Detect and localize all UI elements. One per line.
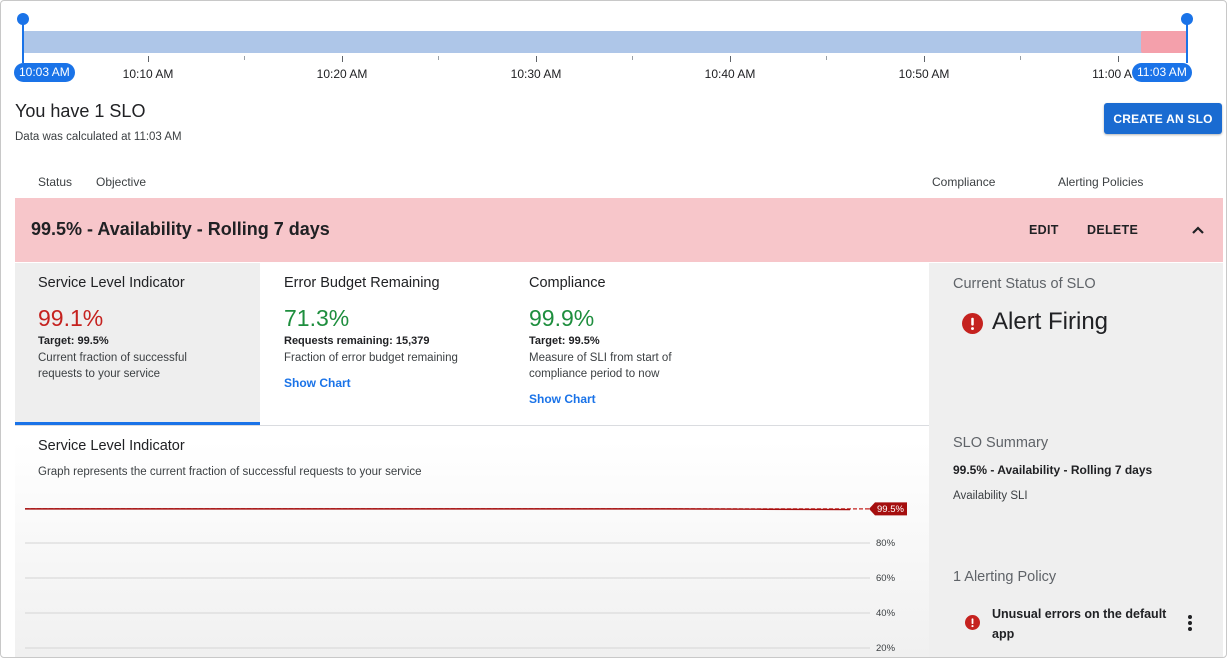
alerting-policy-link[interactable]: Unusual errors on the default app	[992, 607, 1167, 641]
timeline-tick	[826, 56, 827, 60]
column-header-status[interactable]: Status	[38, 175, 73, 189]
column-header-objective[interactable]: Objective	[96, 175, 147, 189]
policy-error-icon	[965, 615, 980, 630]
alerting-policy-title: 1 Alerting Policy	[953, 569, 1057, 585]
timeline-tick	[342, 56, 343, 62]
more-vert-icon[interactable]	[1185, 614, 1195, 632]
metric-title: Service Level Indicator	[38, 275, 185, 291]
y-tick-label: 20%	[876, 643, 896, 654]
metric-description: Current fraction of successful requests …	[38, 350, 248, 382]
sli-chart[interactable]: 99.5% 80% 60% 40% 20%	[15, 491, 915, 658]
metric-target: Target: 99.5%	[529, 335, 600, 347]
sli-series-line	[25, 508, 851, 511]
timeline-end-handle-line[interactable]	[1186, 19, 1188, 63]
timeline-tick-label: 10:40 AM	[704, 67, 756, 81]
timeline-tick	[924, 56, 925, 62]
timeline-alert-segment	[1141, 31, 1187, 53]
timeline-tick	[244, 56, 245, 60]
metric-description-line: requests to your service	[38, 368, 161, 380]
timeline-tick	[438, 56, 439, 60]
delete-button[interactable]: DELETE	[1087, 223, 1139, 237]
y-tick-label: 80%	[876, 538, 896, 549]
timeline-tick-label: 10:50 AM	[898, 67, 950, 81]
column-header-compliance[interactable]: Compliance	[932, 175, 996, 189]
timeline-tick-label: 10:30 AM	[510, 67, 562, 81]
metric-value: 99.9%	[529, 305, 595, 331]
metric-description-line: compliance period to now	[529, 368, 660, 380]
timeline-end-time: 11:03 AM	[1132, 63, 1192, 82]
timeline-start-handle-line[interactable]	[22, 19, 24, 63]
chart-title: Service Level Indicator	[38, 438, 185, 454]
metric-target: Requests remaining: 15,379	[284, 335, 430, 347]
column-header-alerting-policies[interactable]: Alerting Policies	[1058, 175, 1144, 189]
metric-title: Error Budget Remaining	[284, 275, 440, 291]
timeline-tick	[148, 56, 149, 62]
threshold-label-tag	[869, 502, 907, 516]
metric-target: Target: 99.5%	[38, 335, 109, 347]
metric-card-error-budget[interactable]: Error Budget Remaining 71.3% Requests re…	[260, 263, 505, 425]
timeline-start-time: 10:03 AM	[14, 63, 75, 82]
timeline-tick	[536, 56, 537, 62]
edit-button[interactable]: EDIT	[1029, 223, 1059, 237]
metric-description: Fraction of error budget remaining	[284, 350, 499, 366]
metric-title: Compliance	[529, 275, 606, 291]
show-chart-link[interactable]: Show Chart	[529, 392, 596, 406]
timeline-tick-label: 10:10 AM	[122, 67, 174, 81]
calculated-time-text: Data was calculated at 11:03 AM	[15, 131, 182, 143]
timeline-tick	[1118, 56, 1119, 62]
timeline-tick	[632, 56, 633, 60]
alert-status-text: Alert Firing	[992, 308, 1109, 335]
section-divider	[15, 425, 929, 426]
page-title: You have 1 SLO	[15, 101, 146, 121]
metric-card-sli[interactable]: Service Level Indicator 99.1% Target: 99…	[15, 263, 260, 425]
metric-value: 99.1%	[38, 305, 104, 331]
show-chart-link[interactable]: Show Chart	[284, 376, 351, 390]
metric-description-line: Current fraction of successful	[38, 352, 187, 364]
slo-details-panel: Service Level Indicator 99.1% Target: 99…	[15, 263, 929, 657]
slo-title: 99.5% - Availability - Rolling 7 days	[31, 219, 330, 239]
current-status-title: Current Status of SLO	[953, 276, 1096, 292]
metric-description-line: Measure of SLI from start of	[529, 352, 672, 364]
timeline-tick	[730, 56, 731, 62]
threshold-label: 99.5%	[877, 504, 904, 515]
slo-summary-name: 99.5% - Availability - Rolling 7 days	[953, 463, 1153, 477]
metric-card-compliance[interactable]: Compliance 99.9% Target: 99.5% Measure o…	[505, 263, 755, 425]
timeline-tick	[1020, 56, 1021, 60]
slo-row-header[interactable]: 99.5% - Availability - Rolling 7 days ED…	[15, 198, 1223, 262]
timeline-end-handle[interactable]	[1181, 13, 1193, 25]
alert-error-icon	[962, 313, 983, 334]
timeline-tick-label: 11:00 A	[1092, 67, 1132, 81]
slo-summary-title: SLO Summary	[953, 435, 1049, 451]
metric-value: 71.3%	[284, 305, 350, 331]
y-tick-label: 60%	[876, 573, 896, 584]
metric-description: Measure of SLI from start of compliance …	[529, 350, 729, 382]
metric-description-line: Fraction of error budget remaining	[284, 352, 458, 364]
slo-summary-type: Availability SLI	[953, 490, 1028, 502]
timeline-range-bar[interactable]	[23, 31, 1187, 53]
timeline-start-handle[interactable]	[17, 13, 29, 25]
chevron-up-icon[interactable]	[1191, 223, 1205, 237]
create-slo-button[interactable]: CREATE AN SLO	[1104, 103, 1222, 134]
y-tick-label: 40%	[876, 608, 896, 619]
chart-description: Graph represents the current fraction of…	[38, 466, 422, 478]
timeline-tick-label: 10:20 AM	[316, 67, 368, 81]
